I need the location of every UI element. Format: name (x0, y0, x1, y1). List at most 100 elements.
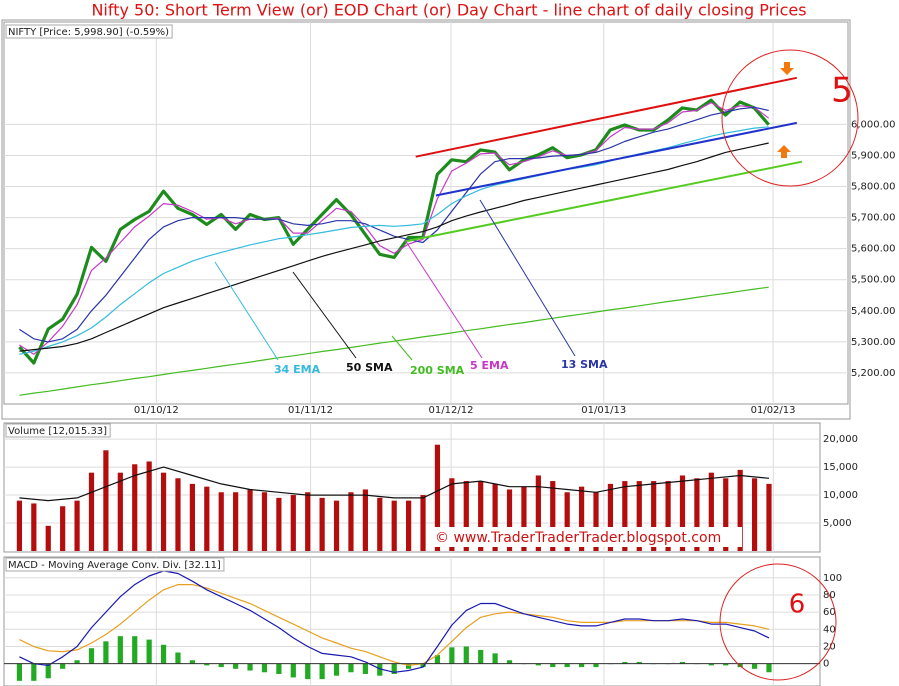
bar (319, 497, 325, 551)
bar (420, 663, 426, 668)
bar (189, 483, 195, 551)
bar (391, 500, 397, 551)
bar (463, 646, 469, 664)
plot-area (4, 22, 848, 404)
label-pointer (404, 239, 483, 359)
y-tick-label: 5,900.00 (851, 150, 896, 161)
label-pointer (479, 199, 576, 357)
plot-area (4, 557, 820, 686)
bar (218, 663, 224, 668)
bar (261, 663, 268, 673)
bar (189, 660, 195, 664)
bar (204, 486, 210, 551)
bar (434, 655, 441, 664)
bar (146, 639, 152, 664)
bar (377, 497, 383, 551)
series-line (19, 142, 769, 352)
bar (60, 506, 66, 551)
bar (578, 486, 585, 551)
bar (261, 492, 268, 551)
bar (31, 503, 37, 551)
bar (708, 663, 714, 666)
panel-label-box (5, 557, 225, 572)
bar (434, 444, 441, 551)
bar (679, 661, 686, 664)
annotation: 5 (831, 71, 853, 111)
series-line (19, 584, 770, 666)
bar (449, 647, 455, 664)
panel-label: MACD - Moving Average Conv. Div. [32.11] (8, 560, 221, 571)
y-tick-label: 100 (823, 573, 842, 584)
bar (492, 653, 498, 664)
bar (348, 663, 354, 673)
bar (45, 663, 51, 679)
bar (247, 489, 253, 551)
bar (45, 525, 51, 551)
bar (406, 500, 412, 551)
bar (247, 663, 253, 671)
series-line (19, 286, 769, 396)
bar (218, 492, 224, 551)
bar (751, 478, 758, 551)
bar (564, 663, 570, 668)
bar (651, 481, 657, 551)
y-tick-label: 20 (823, 641, 836, 652)
bar (506, 660, 513, 664)
bar (305, 663, 311, 680)
bar (564, 492, 570, 551)
label-pointer (292, 271, 357, 359)
panel-label-box (5, 24, 173, 39)
bar (348, 492, 354, 551)
bar (290, 663, 296, 678)
series-line (19, 106, 769, 343)
page-title: Nifty 50: Short Term View (or) EOD Chart… (91, 1, 806, 20)
y-tick-label: 5,800.00 (851, 182, 896, 193)
y-tick-label: 10,000 (823, 490, 858, 501)
bar (766, 663, 772, 673)
series-line (19, 570, 770, 673)
panel-frame (3, 21, 849, 405)
bar (622, 661, 628, 664)
bar (146, 461, 152, 551)
arrow (777, 145, 791, 158)
bar (362, 663, 368, 674)
bar (679, 475, 686, 551)
y-tick-label: 5,600.00 (851, 244, 896, 255)
bar (60, 663, 66, 669)
y-tick-label: 20,000 (823, 434, 858, 445)
annotation-circle (719, 563, 837, 681)
bar (665, 481, 671, 551)
bar (333, 663, 340, 676)
annotation: 6 (789, 590, 806, 620)
bar (333, 500, 340, 551)
bar (593, 663, 599, 668)
bar (535, 475, 541, 551)
bar (31, 663, 37, 681)
bar (16, 500, 23, 551)
bar (622, 481, 628, 551)
series-line (19, 466, 770, 502)
y-tick-label: 5,500.00 (851, 275, 896, 286)
series-line (415, 76, 798, 158)
bar (708, 472, 714, 551)
bar (74, 660, 80, 664)
bar (132, 636, 138, 664)
panel-label: Volume [12,015.33] (8, 426, 107, 437)
y-tick-label: 5,400.00 (851, 306, 896, 317)
annotation-circle (721, 49, 859, 187)
bar (175, 652, 181, 664)
y-tick-label: 0 (823, 659, 829, 670)
bar (694, 478, 700, 551)
series-line (404, 160, 803, 243)
bar (737, 469, 743, 551)
y-tick-label: 60 (823, 607, 836, 618)
bar (463, 481, 469, 551)
x-tick-label: 01/12/12 (429, 405, 474, 416)
bar (117, 636, 123, 664)
bar (607, 483, 614, 551)
bar (132, 464, 138, 551)
bar (751, 663, 758, 669)
y-tick-label: 5,700.00 (851, 213, 896, 224)
